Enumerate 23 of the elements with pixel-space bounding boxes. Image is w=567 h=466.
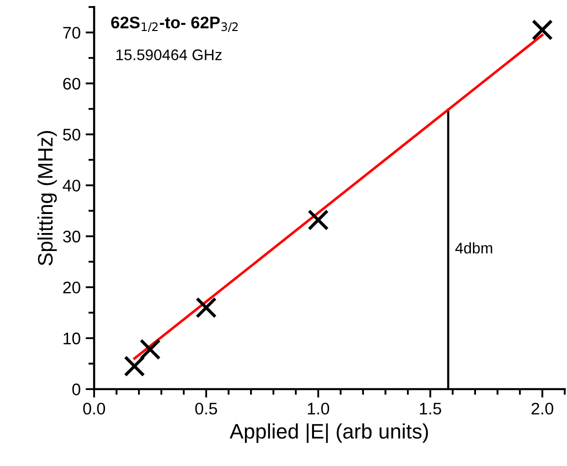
y-axis-title: Splitting (MHz): [37, 131, 57, 266]
point: [140, 338, 161, 360]
point: [196, 297, 217, 318]
y-tick-label: 10: [64, 332, 80, 344]
point: [308, 209, 329, 231]
x-tick-label: 0.5: [195, 402, 218, 415]
y-tick-label: 70: [63, 26, 80, 39]
x-tick-label: 1.0: [308, 402, 330, 415]
y-tick-label: 0: [72, 384, 80, 396]
y-tick-label: 20: [63, 282, 80, 294]
text: 15.590464 GHz: [116, 49, 222, 60]
x-tick-label: 2.0: [532, 402, 554, 415]
text: 62S$_{1/2}$-to- 62P$_{3/2}$: [111, 16, 238, 32]
x-tick-label: 1.5: [420, 402, 442, 415]
x-axis-title: Applied |E| (arb units): [230, 423, 428, 443]
ref-line-label: 4dbm: [455, 242, 492, 254]
point: [124, 356, 146, 377]
y-tick-label: 50: [63, 128, 80, 141]
point: [532, 19, 553, 40]
y-tick-label: 30: [63, 230, 80, 242]
y-tick-label: 40: [62, 180, 80, 192]
y-tick-label: 60: [63, 78, 80, 90]
x-tick-label: 0.0: [83, 402, 106, 415]
